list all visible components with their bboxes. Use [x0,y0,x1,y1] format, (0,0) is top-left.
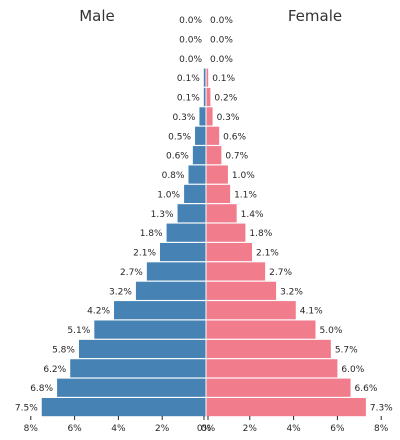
female-panel-title: Female [288,7,342,25]
male-bar [114,301,206,320]
x-tick-label-male: 6% [67,424,82,434]
female-bar [206,107,213,126]
x-tick-label-male: 2% [155,424,170,434]
female-bar [206,87,211,107]
male-value-label: 0.0% [179,35,202,45]
male-bar [188,165,206,184]
female-bar [206,378,351,397]
male-value-label: 0.1% [177,74,200,84]
male-value-label: 3.2% [109,287,132,297]
x-tick-label-male: 0% [197,424,212,434]
female-bar [206,301,296,320]
female-bar [206,204,237,223]
female-bar [206,359,338,378]
male-bar [203,68,206,87]
female-value-label: 0.0% [210,16,233,26]
male-value-label: 5.8% [52,345,75,355]
male-value-label: 2.7% [120,268,143,278]
female-bar [206,146,222,165]
x-tick-label-female: 6% [330,424,345,434]
male-value-label: 4.2% [87,307,110,317]
female-bar [206,242,252,262]
male-value-label: 1.8% [140,229,163,239]
female-value-label: 0.6% [223,132,246,142]
male-value-label: 7.5% [15,404,38,414]
female-value-label: 6.0% [341,365,364,375]
female-value-label: 0.3% [217,113,240,123]
male-bar [160,242,206,262]
female-value-label: 1.8% [249,229,272,239]
female-value-label: 1.1% [234,190,257,200]
male-value-label: 0.0% [179,16,202,26]
x-tick-label-male: 8% [24,424,39,434]
female-bar [206,165,228,184]
male-value-label: 0.1% [177,94,200,104]
male-bar [94,320,206,339]
male-bar [135,281,206,300]
female-bar [206,281,277,300]
female-value-label: 1.0% [232,171,255,181]
x-tick-label-female: 8% [374,424,389,434]
female-value-label: 4.1% [300,307,323,317]
male-bar [78,339,206,359]
female-value-label: 0.1% [212,74,235,84]
female-value-label: 0.2% [214,94,237,104]
male-bar [184,184,206,204]
female-value-label: 5.0% [320,326,343,336]
male-bar [177,204,206,223]
female-value-label: 3.2% [280,287,303,297]
x-tick-label-female: 0% [201,424,216,434]
female-value-label: 1.4% [241,210,264,220]
female-bar [206,184,231,204]
male-bar [199,107,206,126]
female-value-label: 2.1% [256,249,279,259]
x-axis: 8% 6% 4% 2% 0%0% 2% 4% 6% 8% [24,8,389,434]
female-bar [206,320,316,339]
male-bar [146,262,206,281]
male-bar [57,378,206,397]
male-value-label: 0.3% [173,113,196,123]
male-value-label: 2.1% [133,249,156,259]
x-tick-label-male: 4% [111,424,126,434]
male-value-label: 0.8% [162,171,185,181]
female-value-label: 0.7% [225,152,248,162]
x-tick-label-female: 2% [243,424,258,434]
male-bar [195,126,206,145]
female-value-label: 0.0% [210,55,233,65]
female-value-label: 6.6% [355,384,378,394]
female-bar [206,126,220,145]
male-bar [203,87,206,107]
x-tick-label-female: 4% [286,424,301,434]
male-value-label: 1.3% [151,210,174,220]
male-value-label: 0.0% [179,55,202,65]
female-bar [206,223,246,242]
male-value-label: 6.2% [43,365,66,375]
male-value-label: 5.1% [67,326,90,336]
male-value-label: 1.0% [157,190,180,200]
female-bar [206,68,209,87]
value-labels-layer: 0.0% 0.0% 0.0% 0.0% 0.0% 0.0% 0.1% 0.1% 0.1% 0.2%… [15,16,393,414]
male-bar [192,146,206,165]
bars-layer [41,68,366,417]
male-bar [41,398,206,417]
female-bar [206,398,366,417]
female-value-label: 5.7% [335,345,358,355]
male-value-label: 6.8% [30,384,53,394]
male-value-label: 0.5% [168,132,191,142]
female-value-label: 7.3% [370,404,393,414]
female-value-label: 0.0% [210,35,233,45]
male-value-label: 0.6% [166,152,189,162]
male-bar [70,359,206,378]
male-bar [166,223,206,242]
female-value-label: 2.7% [269,268,292,278]
female-bar [206,262,266,281]
female-bar [206,339,331,359]
male-panel-title: Male [79,7,115,25]
